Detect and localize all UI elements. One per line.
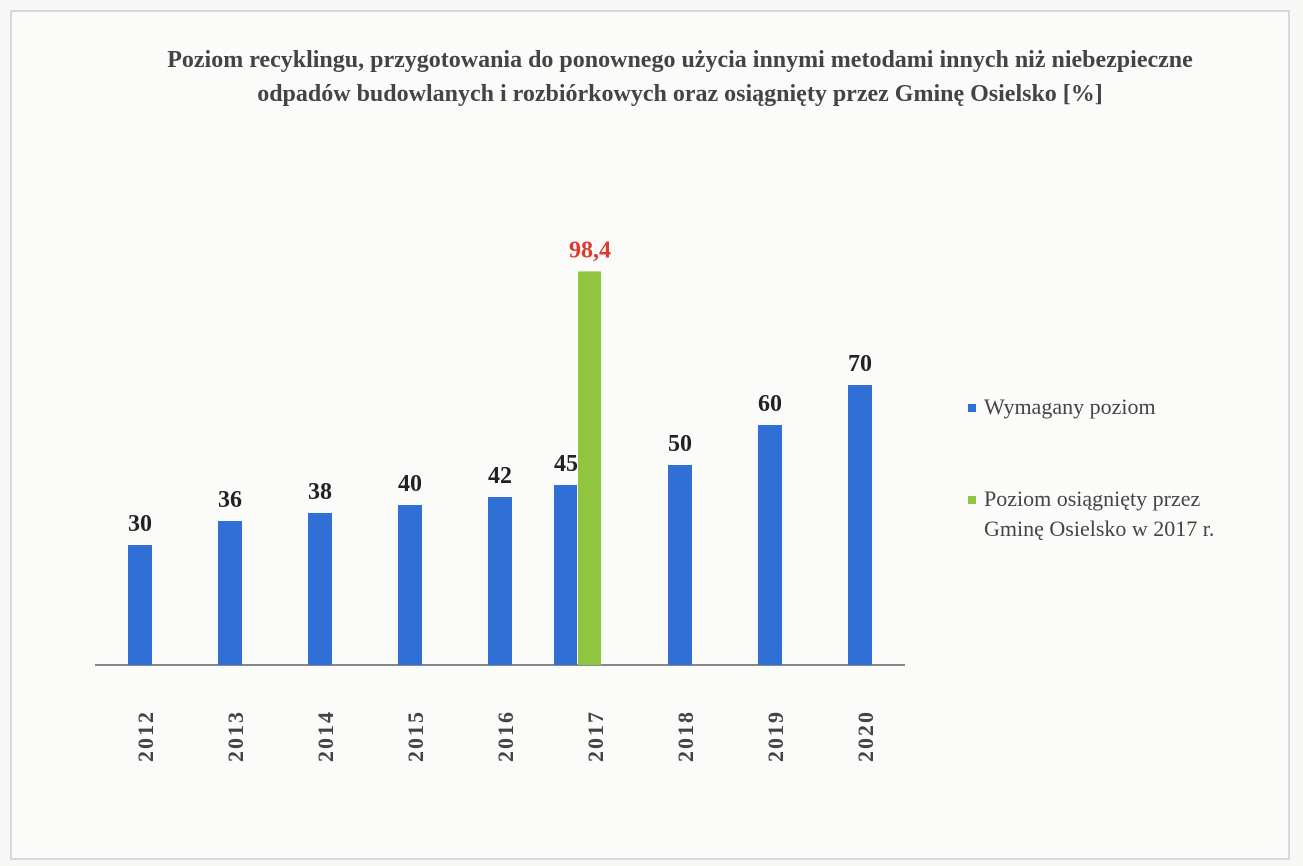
- x-tick-label: 2014: [313, 710, 338, 762]
- bar: [848, 385, 872, 665]
- bar: [578, 271, 601, 665]
- legend-label: Wymagany poziom: [984, 394, 1156, 419]
- bar: [128, 545, 152, 665]
- data-label: 50: [668, 431, 692, 457]
- x-tick-label: 2012: [133, 710, 158, 762]
- data-label: 38: [308, 479, 332, 505]
- data-label: 60: [758, 391, 782, 417]
- x-tick-label: 2016: [493, 710, 518, 762]
- data-label: 98,4: [569, 237, 611, 263]
- x-tick-label: 2019: [763, 710, 788, 762]
- bar: [308, 513, 332, 665]
- data-label: 42: [488, 463, 512, 489]
- data-label: 40: [398, 471, 422, 497]
- legend-swatch: [968, 496, 976, 504]
- bar: [218, 521, 242, 665]
- data-label: 70: [848, 351, 872, 377]
- x-tick-label: 2015: [403, 710, 428, 762]
- data-label: 30: [128, 511, 152, 537]
- chart-frame: [10, 10, 1290, 860]
- legend-swatch: [968, 404, 976, 412]
- bar: [398, 505, 422, 665]
- data-label: 36: [218, 487, 242, 513]
- x-tick-label: 2013: [223, 710, 248, 762]
- bar: [488, 497, 512, 665]
- x-tick-label: 2018: [673, 710, 698, 762]
- bar: [758, 425, 782, 665]
- bar: [668, 465, 692, 665]
- chart-title: Poziom recyklingu, przygotowania do pono…: [167, 47, 1193, 107]
- data-label: 45: [554, 451, 578, 477]
- x-tick-label: 2017: [583, 710, 608, 762]
- bar: [554, 485, 577, 665]
- legend-label: Poziom osiągnięty przez Gminę Osielsko w…: [984, 486, 1215, 541]
- x-tick-label: 2020: [853, 710, 878, 762]
